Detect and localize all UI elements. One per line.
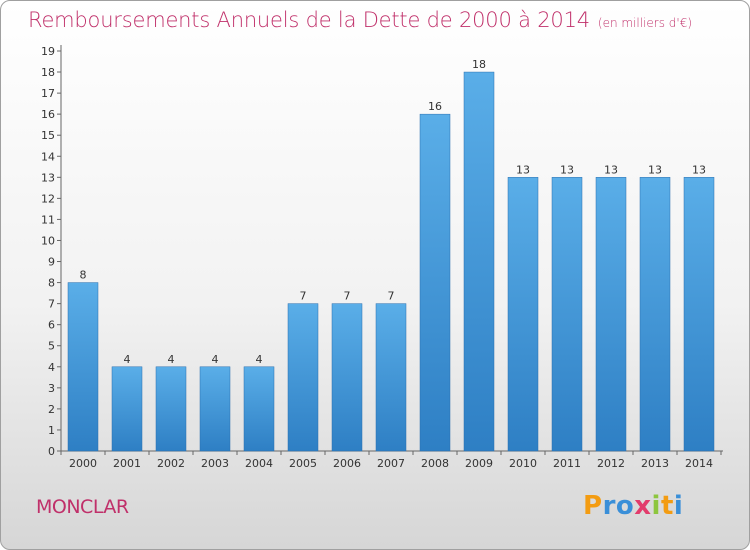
bar-2012 — [595, 177, 627, 452]
x-tick-label-2006: 2006 — [333, 457, 361, 470]
y-tick-label: 8 — [48, 277, 55, 290]
y-tick-label: 15 — [41, 129, 55, 142]
bar-2006 — [331, 303, 363, 452]
bar-2000 — [67, 282, 99, 452]
bar-2010 — [507, 177, 539, 452]
y-tick-label: 5 — [48, 340, 55, 353]
y-tick-label: 9 — [48, 256, 55, 269]
bar-2008 — [419, 113, 451, 452]
logo-letter: x — [634, 491, 652, 521]
x-tick-label-2002: 2002 — [157, 457, 185, 470]
bar-2007 — [375, 303, 407, 452]
y-tick-label: 2 — [48, 403, 55, 416]
data-label-2001: 4 — [124, 353, 131, 366]
bar-2004 — [243, 366, 275, 452]
logo-letter: o — [615, 491, 635, 521]
data-label-2000: 8 — [80, 269, 87, 282]
x-tick-label-2013: 2013 — [641, 457, 669, 470]
bar-2003 — [199, 366, 231, 452]
bar-2014 — [683, 177, 715, 452]
x-tick-label-2012: 2012 — [597, 457, 625, 470]
data-label-2002: 4 — [168, 353, 175, 366]
data-label-2005: 7 — [300, 290, 307, 303]
bar-2013 — [639, 177, 671, 452]
y-tick-label: 10 — [41, 234, 55, 247]
y-tick-label: 19 — [41, 45, 55, 58]
x-tick-label-2010: 2010 — [509, 457, 537, 470]
y-tick-label: 13 — [41, 171, 55, 184]
bar-2002 — [155, 366, 187, 452]
data-label-2010: 13 — [516, 163, 530, 176]
x-tick-label-2001: 2001 — [113, 457, 141, 470]
x-tick-label-2014: 2014 — [685, 457, 713, 470]
data-label-2006: 7 — [344, 290, 351, 303]
y-tick-label: 12 — [41, 192, 55, 205]
data-label-2013: 13 — [648, 163, 662, 176]
y-tick-label: 11 — [41, 213, 55, 226]
bar-2005 — [287, 303, 319, 452]
x-tick-label-2005: 2005 — [289, 457, 317, 470]
data-label-2012: 13 — [604, 163, 618, 176]
y-tick-label: 7 — [48, 298, 55, 311]
chart-title-text: Remboursements Annuels de la Dette de 20… — [28, 8, 590, 32]
x-tick-label-2008: 2008 — [421, 457, 449, 470]
y-tick-label: 17 — [41, 87, 55, 100]
y-tick-label: 0 — [48, 445, 55, 458]
y-tick-label: 4 — [48, 361, 55, 374]
commune-name: MONCLAR — [36, 496, 129, 518]
logo-letter: r — [602, 491, 616, 521]
x-tick-label-2003: 2003 — [201, 457, 229, 470]
y-tick-label: 18 — [41, 66, 55, 79]
data-label-2014: 13 — [692, 163, 706, 176]
data-label-2004: 4 — [256, 353, 263, 366]
data-label-2008: 16 — [428, 100, 442, 113]
data-label-2011: 13 — [560, 163, 574, 176]
proxiti-logo: Proxiti — [583, 491, 683, 521]
x-tick-label-2011: 2011 — [553, 457, 581, 470]
data-label-2003: 4 — [212, 353, 219, 366]
y-tick-label: 3 — [48, 382, 55, 395]
chart-unit: (en milliers d'€) — [597, 16, 693, 30]
logo-letter: i — [673, 491, 684, 521]
chart-title: Remboursements Annuels de la Dette de 20… — [28, 8, 692, 32]
y-tick-label: 16 — [41, 108, 55, 121]
bar-2011 — [551, 177, 583, 452]
data-label-2009: 18 — [472, 58, 486, 71]
data-label-2007: 7 — [388, 290, 395, 303]
x-tick-label-2000: 2000 — [69, 457, 97, 470]
x-tick-label-2009: 2009 — [465, 457, 493, 470]
y-tick-label: 14 — [41, 150, 55, 163]
x-tick-label-2007: 2007 — [377, 457, 405, 470]
x-tick-label-2004: 2004 — [245, 457, 273, 470]
bar-2009 — [463, 71, 495, 452]
logo-letter: P — [583, 491, 603, 521]
logo-letter: i — [651, 491, 661, 521]
logo-letter: t — [660, 491, 674, 521]
y-tick-label: 6 — [48, 319, 55, 332]
bar-2001 — [111, 366, 143, 452]
y-tick-label: 1 — [48, 424, 55, 437]
